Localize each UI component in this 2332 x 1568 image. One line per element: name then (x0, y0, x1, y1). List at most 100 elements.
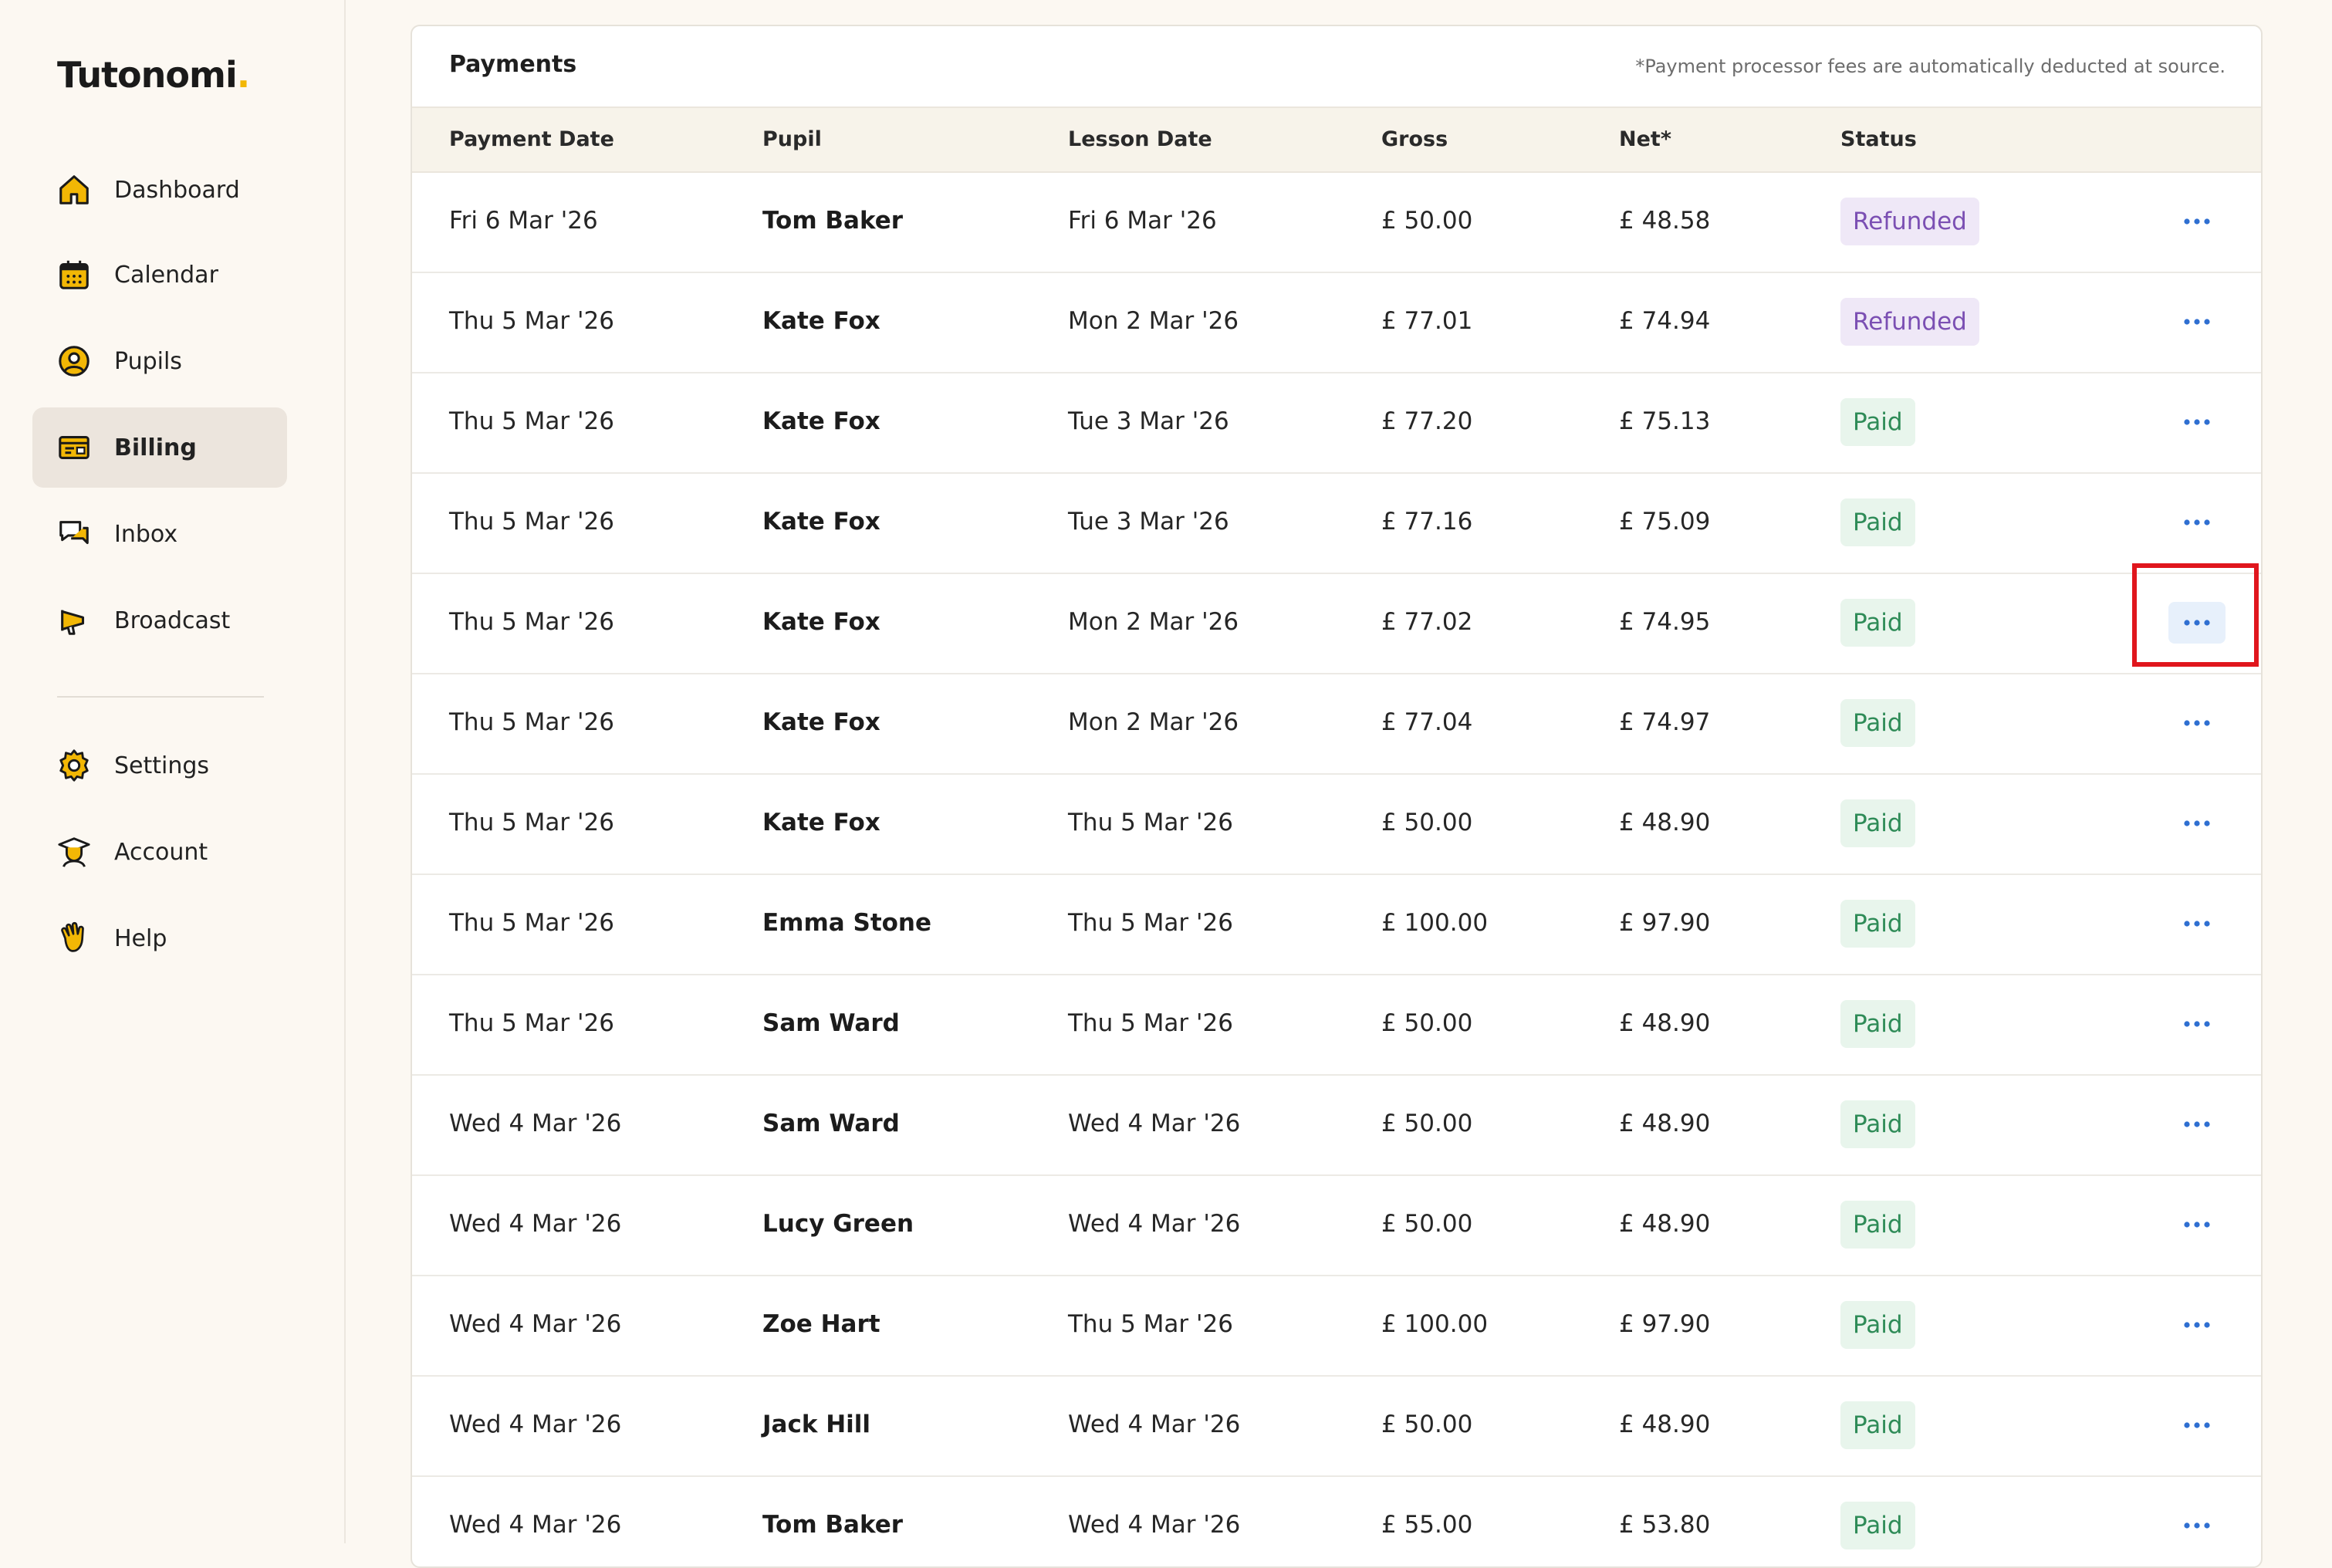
more-options-button[interactable] (2168, 602, 2226, 644)
payment-date-cell: Wed 4 Mar '26 (449, 1110, 622, 1137)
net-cell: £ 74.94 (1619, 307, 1711, 335)
gross-cell: £ 50.00 (1381, 809, 1473, 836)
more-options-button[interactable] (2168, 903, 2226, 945)
calendar-icon (56, 256, 93, 293)
sidebar-item-help[interactable]: Help (32, 898, 287, 978)
pupil-cell: Sam Ward (762, 1009, 900, 1037)
pupil-cell: Emma Stone (762, 909, 932, 937)
pupil-cell: Kate Fox (762, 809, 880, 836)
status-badge: Paid (1840, 1000, 1915, 1048)
lesson-date-cell: Thu 5 Mar '26 (1068, 1310, 1233, 1338)
column-header-gross: Gross (1381, 127, 1448, 151)
more-horizontal-icon (2184, 1522, 2210, 1529)
payment-date-cell: Thu 5 Mar '26 (449, 909, 614, 937)
payment-date-cell: Wed 4 Mar '26 (449, 1310, 622, 1338)
payment-date-cell: Wed 4 Mar '26 (449, 1511, 622, 1539)
user-circle-icon (56, 343, 93, 380)
sidebar-item-pupils[interactable]: Pupils (32, 321, 287, 401)
payment-date-cell: Wed 4 Mar '26 (449, 1411, 622, 1438)
sidebar-item-label: Pupils (114, 347, 182, 375)
table-row: Thu 5 Mar '26 Kate Fox Mon 2 Mar '26 £ 77.0… (412, 574, 2261, 674)
gross-cell: £ 55.00 (1381, 1511, 1473, 1539)
gross-cell: £ 77.04 (1381, 708, 1473, 736)
more-horizontal-icon (2184, 319, 2210, 325)
logo-text: Tutonomi (57, 54, 238, 96)
sidebar-item-settings[interactable]: Settings (32, 725, 287, 806)
more-options-button[interactable] (2168, 502, 2226, 543)
pupil-cell: Jack Hill (762, 1411, 871, 1438)
logo[interactable]: Tutonomi. (57, 54, 251, 96)
more-horizontal-icon (2184, 1322, 2210, 1328)
pupil-cell: Zoe Hart (762, 1310, 880, 1338)
table-row: Thu 5 Mar '26 Kate Fox Tue 3 Mar '26 £ 77.1… (412, 474, 2261, 574)
more-options-button[interactable] (2168, 702, 2226, 744)
pupil-cell: Kate Fox (762, 608, 880, 636)
net-cell: £ 48.90 (1619, 1210, 1711, 1238)
column-header-lesson-date: Lesson Date (1068, 127, 1212, 151)
sidebar-item-calendar[interactable]: Calendar (32, 235, 287, 315)
more-horizontal-icon (2184, 720, 2210, 726)
table-header: Payment Date Pupil Lesson Date Gross Net… (412, 108, 2261, 173)
chat-icon (56, 515, 93, 553)
gross-cell: £ 100.00 (1381, 1310, 1489, 1338)
graduate-icon (56, 833, 93, 870)
lesson-date-cell: Tue 3 Mar '26 (1068, 508, 1229, 536)
more-options-button[interactable] (2168, 1204, 2226, 1245)
status-badge: Paid (1840, 498, 1915, 546)
net-cell: £ 74.97 (1619, 708, 1711, 736)
sidebar-item-account[interactable]: Account (32, 812, 287, 892)
more-options-button[interactable] (2168, 1505, 2226, 1546)
gross-cell: £ 77.20 (1381, 407, 1473, 435)
net-cell: £ 48.90 (1619, 1411, 1711, 1438)
more-options-button[interactable] (2168, 301, 2226, 343)
more-options-button[interactable] (2168, 1304, 2226, 1346)
table-row: Thu 5 Mar '26 Kate Fox Mon 2 Mar '26 £ 77.0… (412, 674, 2261, 775)
pupil-cell: Kate Fox (762, 708, 880, 736)
column-header-status: Status (1840, 127, 1917, 151)
table-row: Thu 5 Mar '26 Sam Ward Thu 5 Mar '26 £ 50.0… (412, 975, 2261, 1076)
payment-date-cell: Thu 5 Mar '26 (449, 809, 614, 836)
highlight-annotation (2132, 563, 2259, 667)
status-badge: Refunded (1840, 298, 1979, 346)
more-options-button[interactable] (2168, 401, 2226, 443)
status-badge: Paid (1840, 599, 1915, 647)
table-row: Thu 5 Mar '26 Emma Stone Thu 5 Mar '26 £ 10… (412, 875, 2261, 975)
lesson-date-cell: Mon 2 Mar '26 (1068, 307, 1239, 335)
more-options-button[interactable] (2168, 201, 2226, 242)
net-cell: £ 75.13 (1619, 407, 1711, 435)
lesson-date-cell: Wed 4 Mar '26 (1068, 1110, 1241, 1137)
payment-date-cell: Fri 6 Mar '26 (449, 207, 598, 235)
billing-icon (56, 429, 93, 466)
table-row: Fri 6 Mar '26 Tom Baker Fri 6 Mar '26 £ 50.… (412, 173, 2261, 273)
sidebar-item-label: Settings (114, 752, 210, 779)
payment-date-cell: Thu 5 Mar '26 (449, 508, 614, 536)
net-cell: £ 48.58 (1619, 207, 1711, 235)
sidebar-item-dashboard[interactable]: Dashboard (32, 150, 287, 230)
more-horizontal-icon (2184, 1422, 2210, 1428)
gross-cell: £ 50.00 (1381, 1411, 1473, 1438)
status-badge: Paid (1840, 1301, 1915, 1349)
more-options-button[interactable] (2168, 803, 2226, 844)
column-header-net: Net* (1619, 127, 1671, 151)
status-badge: Refunded (1840, 198, 1979, 245)
more-options-button[interactable] (2168, 1003, 2226, 1045)
pupil-cell: Tom Baker (762, 1511, 904, 1539)
lesson-date-cell: Wed 4 Mar '26 (1068, 1511, 1241, 1539)
sidebar-item-inbox[interactable]: Inbox (32, 494, 287, 574)
more-options-button[interactable] (2168, 1103, 2226, 1145)
net-cell: £ 48.90 (1619, 1009, 1711, 1037)
more-horizontal-icon (2184, 820, 2210, 826)
sidebar-item-broadcast[interactable]: Broadcast (32, 580, 287, 661)
pupil-cell: Sam Ward (762, 1110, 900, 1137)
status-badge: Paid (1840, 699, 1915, 747)
gross-cell: £ 77.16 (1381, 508, 1473, 536)
gross-cell: £ 50.00 (1381, 1009, 1473, 1037)
lesson-date-cell: Mon 2 Mar '26 (1068, 608, 1239, 636)
payment-date-cell: Wed 4 Mar '26 (449, 1210, 622, 1238)
status-badge: Paid (1840, 799, 1915, 847)
pupil-cell: Kate Fox (762, 307, 880, 335)
pupil-cell: Kate Fox (762, 407, 880, 435)
sidebar-item-billing[interactable]: Billing (32, 407, 287, 488)
more-options-button[interactable] (2168, 1404, 2226, 1446)
logo-dot: . (236, 54, 251, 96)
